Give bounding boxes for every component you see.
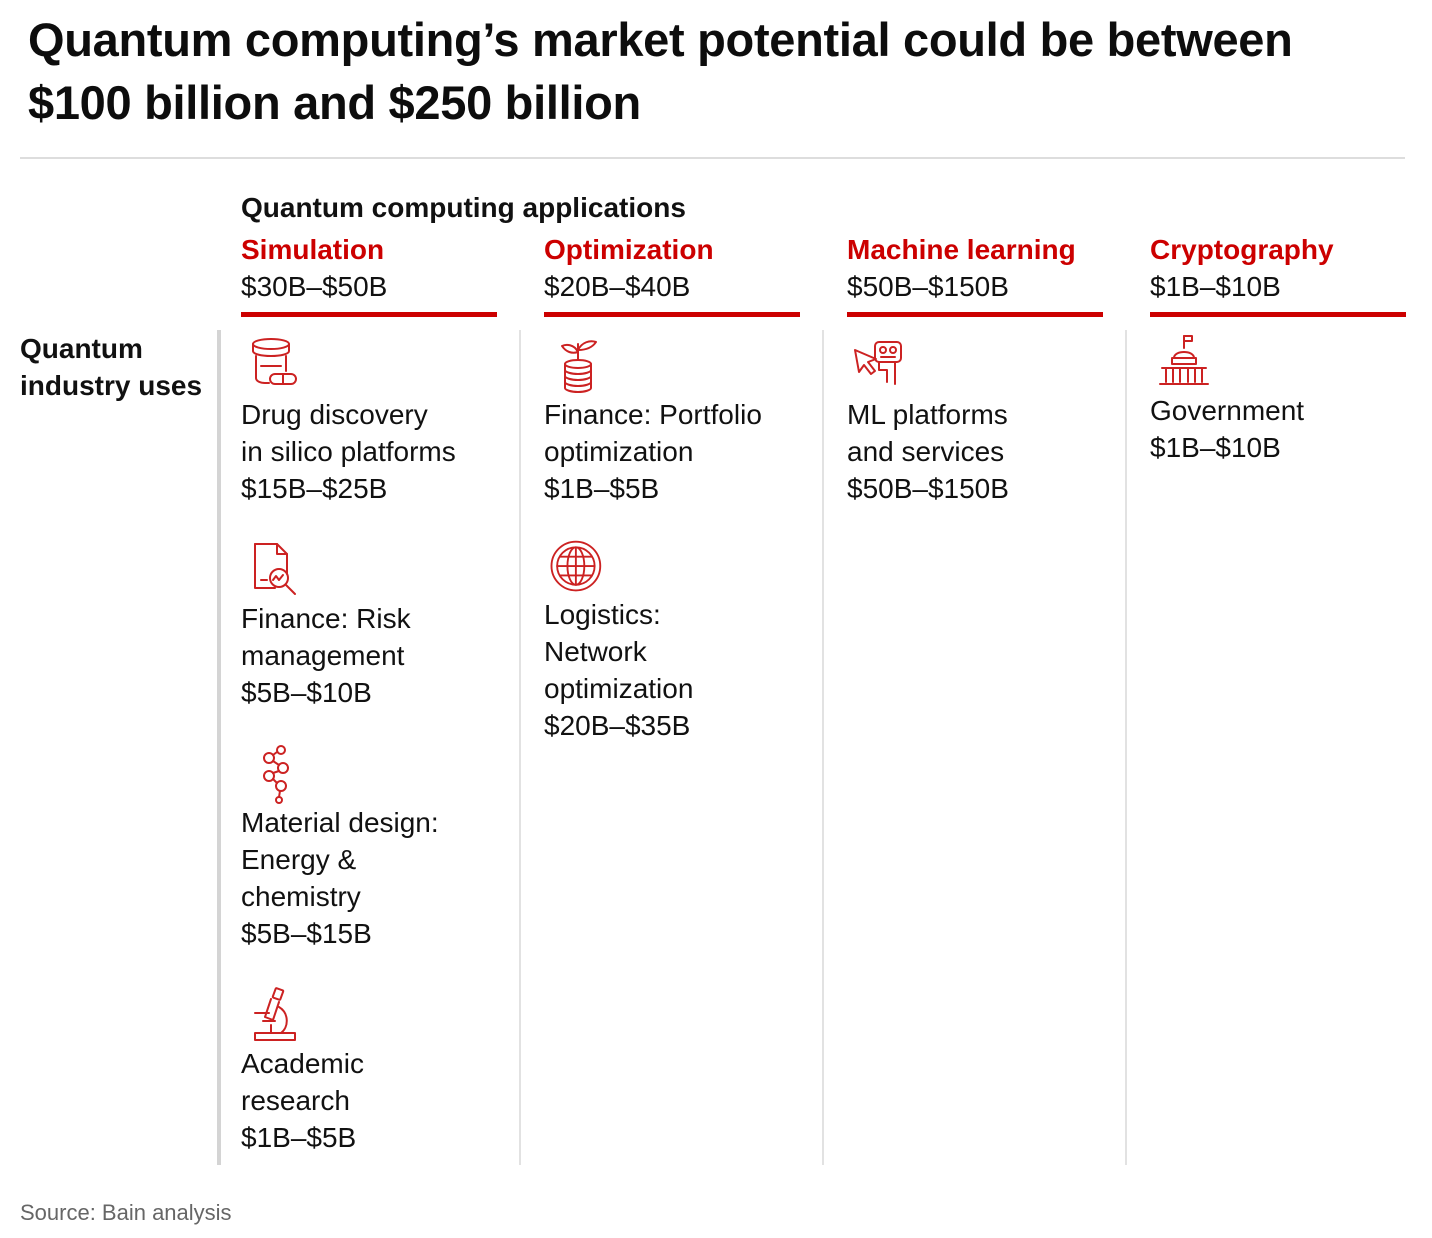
use-value: $1B–$5B <box>241 1122 357 1153</box>
government-building-icon <box>1159 335 1209 385</box>
column-name: Simulation <box>241 234 385 265</box>
use-label-line: Drug discovery <box>241 399 428 430</box>
column-name: Optimization <box>544 234 714 265</box>
use-label-line: Network <box>544 636 647 667</box>
column-accent-rule <box>847 312 1103 317</box>
use-value: $1B–$5B <box>544 473 660 504</box>
use-ml-platforms: ML platforms and services $50B–$150B <box>847 336 1117 507</box>
pill-bottle-icon <box>252 338 297 385</box>
use-label-line: Finance: Portfolio <box>544 399 762 430</box>
column-divider <box>1125 330 1127 1165</box>
title-divider <box>20 157 1405 159</box>
robot-cursor-icon <box>854 341 902 385</box>
use-government: Government $1B–$10B <box>1150 332 1420 466</box>
column-divider <box>822 330 824 1165</box>
column-range: $1B–$10B <box>1150 271 1281 302</box>
use-label-line: chemistry <box>241 881 361 912</box>
column-header-cryptography: Cryptography $1B–$10B <box>1150 232 1406 317</box>
use-drug-discovery: Drug discovery in silico platforms $15B–… <box>241 336 511 507</box>
use-material-design: Material design: Energy & chemistry $5B–… <box>241 744 511 952</box>
use-label-line: Material design: <box>241 807 439 838</box>
molecule-icon <box>263 745 289 804</box>
column-name: Cryptography <box>1150 234 1334 265</box>
column-divider <box>519 330 521 1165</box>
use-value: $1B–$10B <box>1150 432 1281 463</box>
use-label-line: Academic <box>241 1048 364 1079</box>
column-range: $50B–$150B <box>847 271 1009 302</box>
column-range: $30B–$50B <box>241 271 388 302</box>
use-label-line: Finance: Risk <box>241 603 411 634</box>
use-value: $5B–$15B <box>241 918 372 949</box>
use-value: $50B–$150B <box>847 473 1009 504</box>
use-risk-management: Finance: Risk management $5B–$10B <box>241 540 511 711</box>
document-magnifier-icon <box>254 543 296 595</box>
column-accent-rule <box>1150 312 1406 317</box>
use-value: $15B–$25B <box>241 473 388 504</box>
column-header-optimization: Optimization $20B–$40B <box>544 232 800 317</box>
globe-icon <box>550 540 602 592</box>
row-label: Quantum industry uses <box>20 333 203 401</box>
chart-title: Quantum computing’s market potential cou… <box>28 13 1293 129</box>
source-note: Source: Bain analysis <box>20 1200 232 1225</box>
use-network-optimization: Logistics: Network optimization $20B–$35… <box>544 536 814 744</box>
column-accent-rule <box>241 312 497 317</box>
use-label-line: and services <box>847 436 1005 467</box>
coin-stack-plant-icon <box>561 340 597 393</box>
use-portfolio-optimization: Finance: Portfolio optimization $1B–$5B <box>544 336 814 507</box>
column-name: Machine learning <box>847 234 1076 265</box>
applications-heading: Quantum computing applications <box>241 192 686 223</box>
microscope-icon <box>254 987 296 1041</box>
use-label-line: optimization <box>544 673 694 704</box>
use-label-line: optimization <box>544 436 694 467</box>
use-label-line: Logistics: <box>544 599 661 630</box>
use-label-line: ML platforms <box>847 399 1008 430</box>
column-range: $20B–$40B <box>544 271 691 302</box>
use-label-line: management <box>241 640 405 671</box>
column-header-simulation: Simulation $30B–$50B <box>241 232 497 317</box>
use-label-line: research <box>241 1085 350 1116</box>
use-label-line: Government <box>1150 395 1305 426</box>
use-value: $5B–$10B <box>241 677 372 708</box>
use-academic-research: Academic research $1B–$5B <box>241 985 511 1156</box>
use-label-line: Energy & <box>241 844 357 875</box>
column-accent-rule <box>544 312 800 317</box>
use-label-line: in silico platforms <box>241 436 456 467</box>
column-divider <box>217 330 221 1165</box>
use-value: $20B–$35B <box>544 710 691 741</box>
column-header-machine-learning: Machine learning $50B–$150B <box>847 232 1103 317</box>
